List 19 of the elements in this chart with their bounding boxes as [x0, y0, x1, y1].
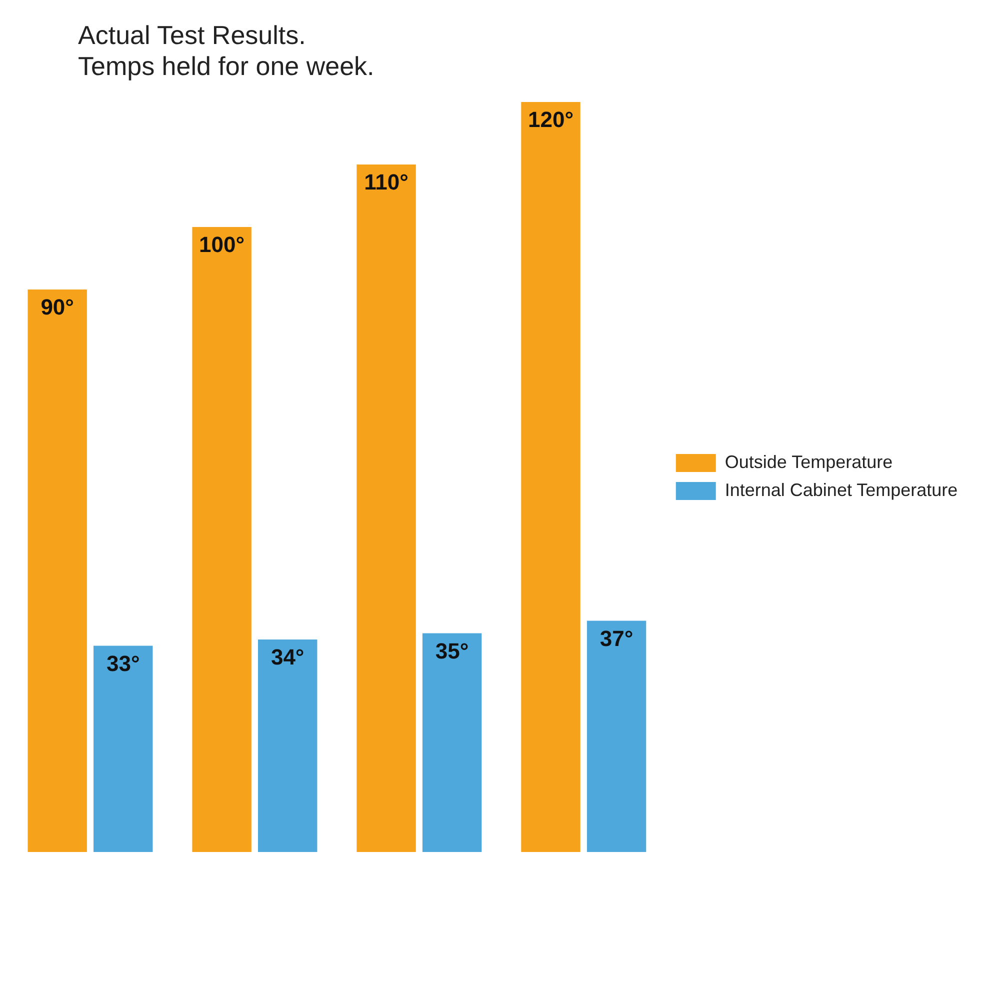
- data-label: 100°: [199, 232, 245, 258]
- legend-label: Outside Temperature: [724, 452, 893, 472]
- legend-label: Internal Cabinet Temperature: [724, 480, 958, 500]
- data-label: 33°: [106, 650, 140, 676]
- bar: [521, 102, 580, 852]
- data-label: 90°: [40, 294, 74, 320]
- text: Actual Test Results. Temps held for one week.: [78, 20, 376, 82]
- bar: [28, 290, 87, 852]
- bar: [422, 633, 482, 852]
- bar: [94, 646, 153, 852]
- data-label: 110°: [364, 170, 408, 195]
- bar: [586, 620, 646, 852]
- bar: [258, 640, 318, 852]
- bar: [192, 227, 252, 852]
- data-label: 34°: [270, 644, 304, 670]
- bar: [356, 164, 416, 852]
- data-label: 35°: [435, 638, 469, 664]
- data-label: 120°: [528, 107, 574, 132]
- data-label: 37°: [600, 626, 634, 651]
